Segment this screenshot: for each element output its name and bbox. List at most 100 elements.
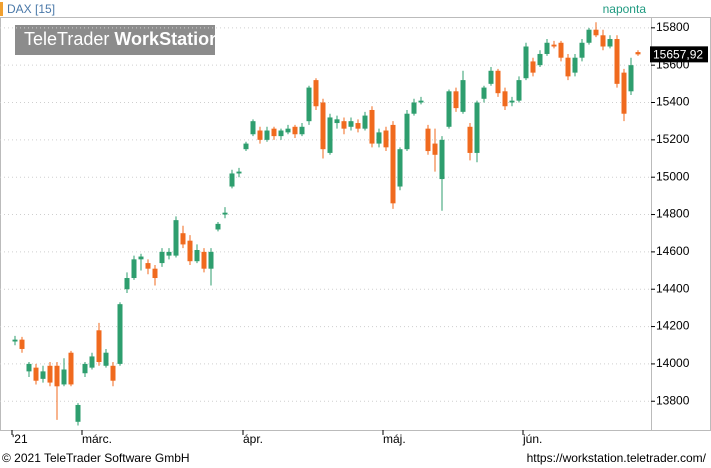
candle-body [600, 35, 606, 47]
candle-body [355, 123, 361, 129]
candle-body [68, 352, 74, 385]
candle-body [215, 223, 221, 230]
y-tick-label: 13800 [656, 393, 690, 407]
candle-body [453, 91, 459, 109]
footer-right: https://workstation.teletrader.com/ [527, 451, 707, 465]
x-tick-label: jún. [522, 432, 542, 446]
candle-body [208, 251, 214, 269]
candle-body [47, 365, 53, 383]
candle-body [551, 44, 557, 47]
last-price-label: 15657,92 [653, 48, 703, 62]
candle-body [145, 263, 151, 269]
candle-body [635, 52, 641, 55]
candle-body [418, 100, 424, 103]
candle-body [411, 102, 417, 114]
candle-body [187, 240, 193, 262]
candle-body [614, 39, 620, 84]
interval-label: naponta [603, 2, 647, 16]
watermark-box [15, 25, 215, 55]
candle-body [159, 251, 165, 264]
candle-body [495, 70, 501, 94]
candle-body [292, 126, 298, 135]
x-tick-label: máj. [383, 432, 406, 446]
candle-body [278, 130, 284, 137]
candle-body [285, 128, 291, 133]
candle-body [369, 109, 375, 144]
candle-body [607, 39, 613, 47]
candle-body [131, 259, 137, 279]
watermark-part: TeleTrader [24, 29, 109, 49]
watermark: TeleTrader WorkStation [24, 29, 220, 49]
candle-body [460, 80, 466, 112]
candle-body [593, 29, 599, 36]
candle-body [243, 143, 249, 150]
candle-body [229, 173, 235, 187]
candle-body [327, 117, 333, 153]
candle-body [509, 100, 515, 103]
candle-body [397, 149, 403, 187]
candle-body [544, 42, 550, 54]
y-tick-label: 14600 [656, 244, 690, 258]
candle-body [152, 268, 158, 279]
watermark-part: WorkStation [114, 29, 220, 49]
candle-body [194, 250, 200, 262]
candle-body [474, 102, 480, 153]
candle-body [313, 80, 319, 107]
candle-body [173, 220, 179, 256]
y-tick-label: 14200 [656, 319, 690, 333]
candle-body [586, 29, 592, 43]
candle-body [19, 339, 25, 349]
candle-body [558, 42, 564, 58]
instrument-label: DAX [15] [7, 2, 55, 16]
candle-body [516, 80, 522, 101]
candle-body [537, 53, 543, 66]
candle-body [348, 121, 354, 127]
candle-body [362, 115, 368, 129]
y-tick-label: 14800 [656, 207, 690, 221]
candle-body [271, 128, 277, 137]
candle-body [124, 278, 130, 290]
candle-body [523, 46, 529, 79]
candle-body [628, 65, 634, 92]
candle-body [75, 404, 81, 422]
candle-body [376, 132, 382, 144]
candle-body [40, 371, 46, 379]
candle-body [180, 233, 186, 245]
candle-body [467, 126, 473, 153]
candle-body [61, 369, 67, 385]
candle-body [334, 119, 340, 124]
candle-body [54, 365, 60, 387]
last-price-box [650, 46, 708, 63]
candle-body [257, 130, 263, 140]
candle-body [12, 339, 18, 342]
candle-body [96, 330, 102, 363]
candle-body [250, 121, 256, 135]
x-tick-label: '21 [12, 432, 28, 446]
candle-body [201, 251, 207, 269]
y-tick-label: 15800 [656, 20, 690, 34]
candle-body [341, 121, 347, 129]
candle-body [138, 256, 144, 260]
candle-body [390, 124, 396, 204]
y-tick-label: 15400 [656, 95, 690, 109]
candle-body [383, 130, 389, 148]
candle-body [236, 171, 242, 174]
candle-body [89, 356, 95, 368]
candle-body [264, 130, 270, 140]
candle-body [33, 367, 39, 381]
candle-body [103, 352, 109, 366]
candle-body [621, 72, 627, 114]
candle-body [110, 365, 116, 381]
y-tick-label: 15200 [656, 132, 690, 146]
candle-body [26, 363, 32, 372]
candle-body [579, 42, 585, 58]
candle-body [446, 91, 452, 127]
candle-body [488, 70, 494, 84]
candle-body [572, 57, 578, 73]
x-tick-label: márc. [82, 432, 112, 446]
candle-body [320, 102, 326, 150]
candle-body [565, 57, 571, 77]
candle-body [439, 139, 445, 180]
